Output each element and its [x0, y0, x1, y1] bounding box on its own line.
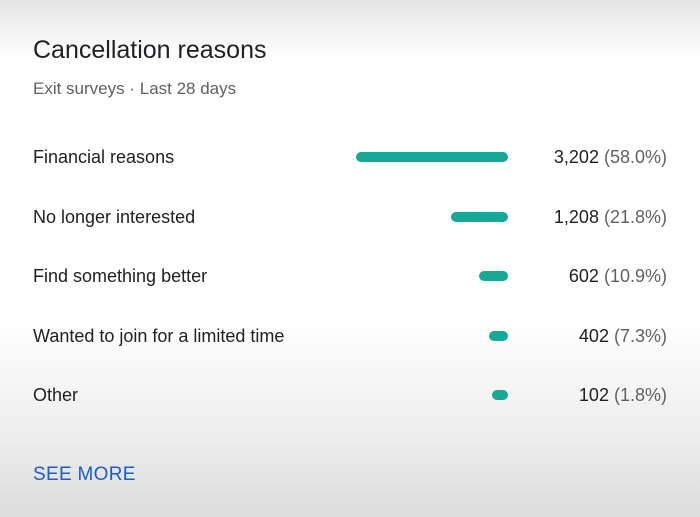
reason-count: 602 — [568, 266, 599, 286]
reason-label: No longer interested — [33, 207, 196, 227]
card-subtitle: Exit surveys · Last 28 days — [33, 79, 237, 98]
reason-label: Other — [33, 385, 79, 405]
reason-count: 102 — [578, 385, 609, 405]
reason-value: 402 (7.3%) — [579, 325, 667, 347]
reason-value: 602 (10.9%) — [569, 265, 667, 287]
reason-percent: (58.0%) — [603, 147, 667, 167]
reason-bar-track — [356, 271, 508, 281]
reason-bar — [488, 331, 508, 341]
reason-bar-track — [356, 390, 508, 400]
reason-label: Find something better — [33, 266, 208, 286]
reason-percent: (21.8%) — [603, 207, 667, 227]
reason-bar — [492, 390, 508, 400]
card-title: Cancellation reasons — [33, 36, 267, 64]
reason-label: Financial reasons — [33, 147, 175, 167]
reason-bar-track — [356, 331, 508, 341]
reason-row: No longer interested 1,208 (21.8%) — [0, 202, 700, 232]
reason-row: Other 102 (1.8%) — [0, 380, 700, 410]
reason-row: Find something better 602 (10.9%) — [0, 261, 700, 291]
reason-bar — [479, 271, 508, 281]
reason-label: Wanted to join for a limited time — [33, 326, 285, 346]
reason-count: 402 — [578, 326, 609, 346]
reason-bar-track — [356, 152, 508, 162]
reason-count: 3,202 — [553, 147, 599, 167]
reason-count: 1,208 — [553, 207, 599, 227]
reason-row: Financial reasons 3,202 (58.0%) — [0, 142, 700, 172]
reason-row: Wanted to join for a limited time 402 (7… — [0, 321, 700, 351]
reason-value: 3,202 (58.0%) — [554, 146, 667, 168]
reason-percent: (1.8%) — [613, 385, 667, 405]
reason-value: 102 (1.8%) — [579, 384, 667, 406]
reason-bar-track — [356, 212, 508, 222]
reason-percent: (7.3%) — [613, 326, 667, 346]
reason-bar — [356, 152, 508, 162]
see-more-button[interactable]: SEE MORE — [33, 464, 136, 485]
reason-value: 1,208 (21.8%) — [554, 206, 667, 228]
reason-percent: (10.9%) — [603, 266, 667, 286]
reason-bar — [450, 212, 508, 222]
